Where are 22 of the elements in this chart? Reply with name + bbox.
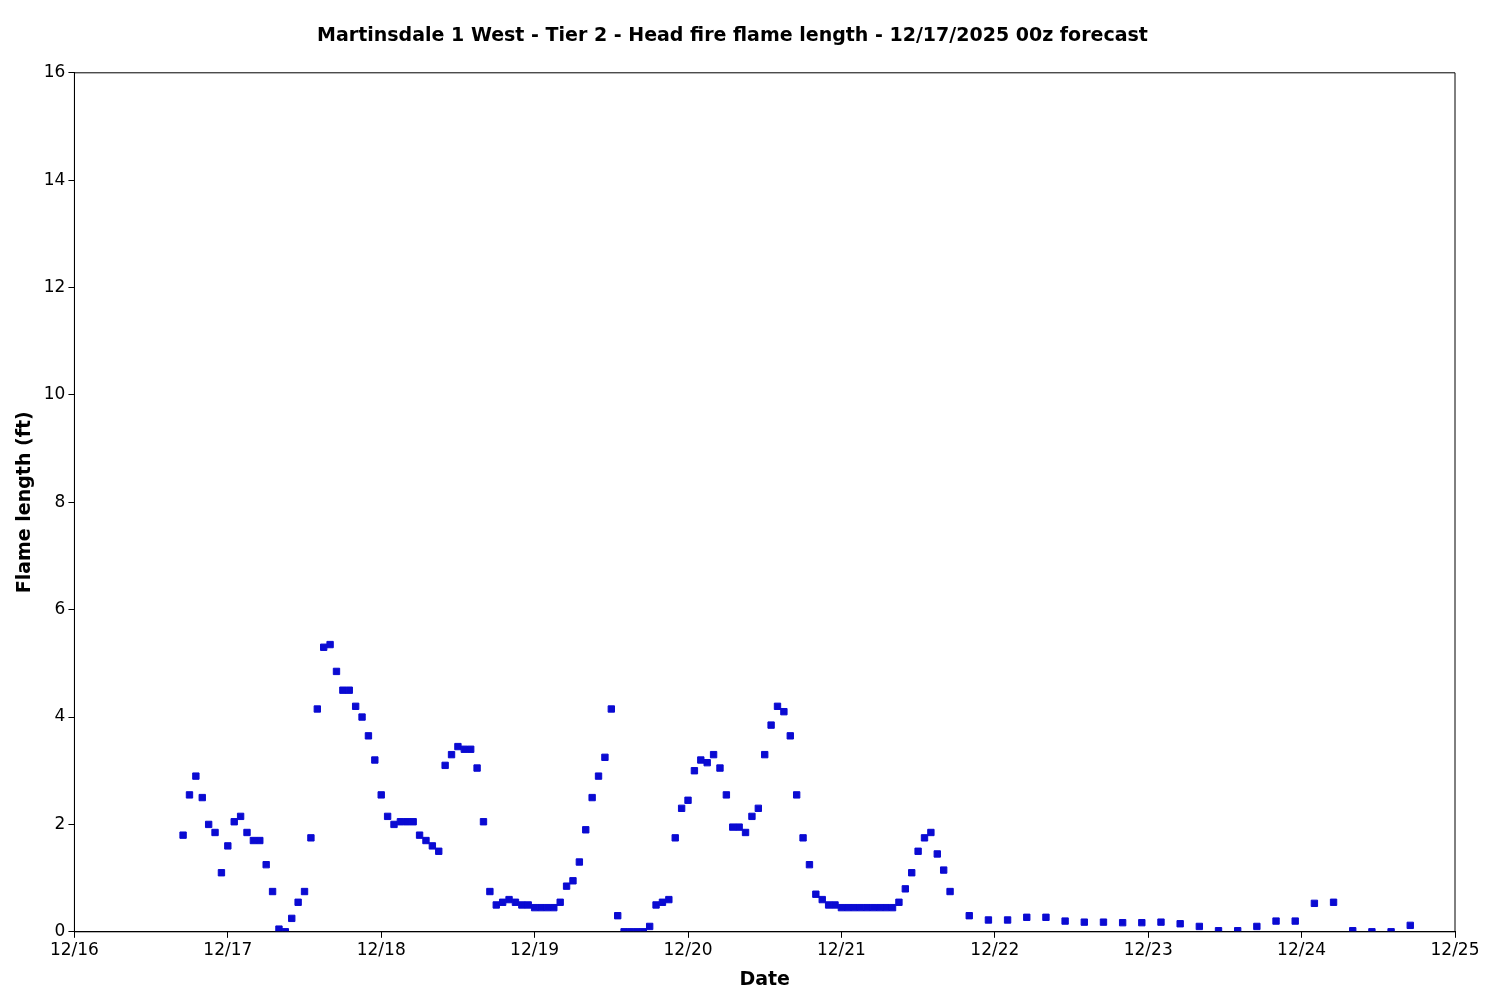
x-tick-label: 12/23	[1123, 939, 1173, 960]
y-axis-title: Flame length (ft)	[12, 411, 35, 594]
x-tick-label: 12/18	[356, 939, 406, 960]
y-tick-label: 10	[43, 383, 66, 404]
y-tick-label: 6	[54, 598, 66, 619]
chart-title: Martinsdale 1 West - Tier 2 - Head fire flame length - 12/17/2025 00z forecast	[317, 23, 1148, 46]
x-tick-label: 12/22	[970, 939, 1020, 960]
y-tick-label: 14	[43, 168, 66, 189]
y-tick-label: 0	[54, 920, 66, 941]
y-tick-label: 16	[43, 61, 66, 82]
y-tick-label: 2	[54, 812, 66, 833]
x-tick-label: 12/25	[1430, 939, 1480, 960]
y-tick-label: 8	[54, 490, 66, 511]
x-tick-label: 12/19	[510, 939, 560, 960]
x-axis-title: Date	[739, 966, 790, 989]
y-tick-label: 12	[43, 275, 66, 296]
y-tick-label: 4	[54, 705, 66, 726]
x-tick-label: 12/21	[816, 939, 866, 960]
x-tick-label: 12/17	[203, 939, 253, 960]
x-tick-label: 12/24	[1277, 939, 1327, 960]
x-tick-label: 12/16	[49, 939, 99, 960]
x-tick-label: 12/20	[663, 939, 713, 960]
